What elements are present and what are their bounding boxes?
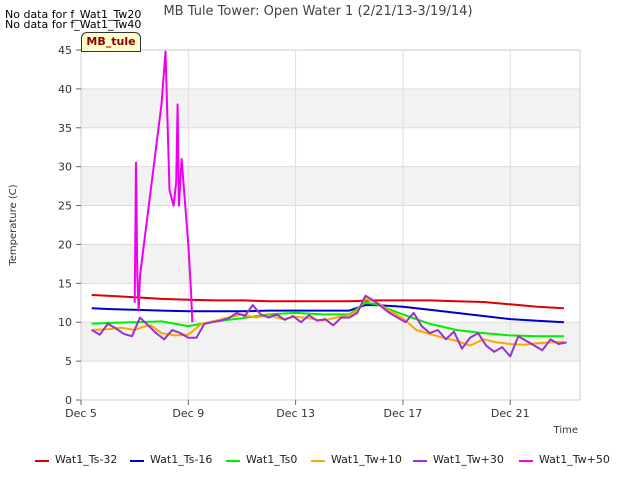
plot-band	[81, 166, 580, 206]
legend-swatch	[413, 460, 427, 462]
y-tick-label: 45	[58, 44, 72, 57]
no-data-message: No data for f_Wat1_Tw40	[5, 18, 142, 31]
series-line-wat1-tw-50[interactable]	[133, 50, 194, 323]
x-tick-label: Dec 9	[172, 407, 204, 420]
series-line-wat1-ts-32[interactable]	[91, 294, 564, 310]
legend-swatch	[35, 460, 49, 462]
plot-band	[81, 244, 580, 284]
legend-label: Wat1_Tw+30	[433, 453, 504, 466]
x-tick-label: Dec 17	[384, 407, 423, 420]
series-line-wat1-ts-16[interactable]	[91, 304, 564, 324]
x-tick-label: Dec 21	[491, 407, 530, 420]
legend-label: Wat1_Tw+50	[539, 453, 610, 466]
series-line-wat1-tw-10[interactable]	[91, 297, 564, 347]
series-line-wat1-tw-30[interactable]	[91, 294, 567, 358]
legend-label: Wat1_Ts-16	[150, 453, 213, 466]
y-tick-label: 20	[58, 238, 72, 251]
plot-band	[81, 88, 580, 128]
legend: Wat1_Ts-32 Wat1_Ts-16 Wat1_Ts0 Wat1_Tw+1…	[0, 452, 640, 470]
series-lines	[91, 50, 567, 358]
legend-label: Wat1_Ts0	[246, 453, 298, 466]
no-data-message: No data for f_Wat1_Tw20	[5, 8, 142, 21]
x-axis-label: Time	[553, 425, 578, 436]
plot-frame	[80, 49, 581, 401]
legend-swatch	[226, 460, 240, 462]
y-tick-label: 30	[58, 161, 72, 174]
legend-label: Wat1_Tw+10	[331, 453, 402, 466]
legend-label: Wat1_Ts-32	[55, 453, 118, 466]
x-tick-label: Dec 13	[276, 407, 315, 420]
y-tick-label: 40	[58, 83, 72, 96]
x-tick-label: Dec 5	[65, 407, 97, 420]
x-axis-ticks: Dec 5 Dec 9 Dec 13 Dec 17 Dec 21	[65, 400, 530, 420]
plot-background-bands	[81, 88, 580, 362]
y-tick-label: 15	[58, 277, 72, 290]
site-badge[interactable]: MB_tule	[81, 32, 141, 52]
legend-swatch	[311, 460, 325, 462]
y-tick-label: 25	[58, 200, 72, 213]
chart-title: MB Tule Tower: Open Water 1 (2/21/13-3/1…	[163, 4, 472, 19]
y-axis-ticks: 0 5 10 15 20 25 30 35 40 45	[58, 44, 81, 407]
legend-swatch	[130, 460, 144, 462]
legend-swatch	[519, 460, 533, 462]
y-axis-label: Temperature (C)	[8, 184, 19, 266]
y-tick-label: 5	[65, 355, 72, 368]
y-tick-label: 10	[58, 316, 72, 329]
y-tick-label: 0	[65, 394, 72, 407]
y-tick-label: 35	[58, 122, 72, 135]
